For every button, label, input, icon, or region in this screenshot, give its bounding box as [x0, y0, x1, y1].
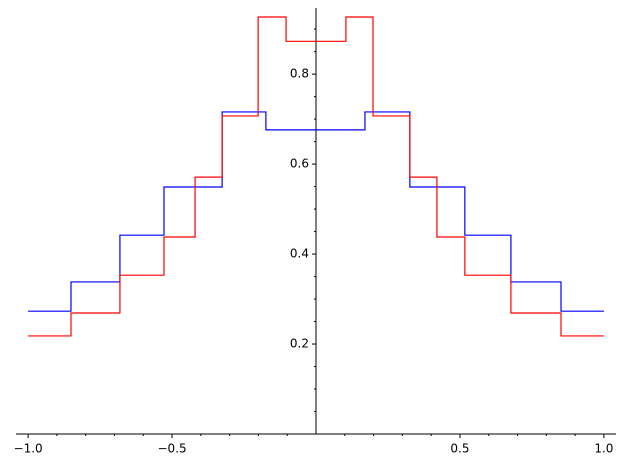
step-line — [28, 111, 604, 312]
x-tick-label: 0.5 — [450, 442, 469, 456]
step-line — [28, 16, 604, 337]
y-tick-label: 0.8 — [290, 67, 309, 81]
y-tick-label: 0.6 — [290, 157, 309, 171]
y-tick-label: 0.4 — [290, 247, 309, 261]
y-tick-label: 0.2 — [290, 337, 309, 351]
x-tick-label: 1.0 — [594, 442, 613, 456]
x-tick-label: −0.5 — [157, 442, 186, 456]
x-tick-label: −1.0 — [14, 442, 43, 456]
